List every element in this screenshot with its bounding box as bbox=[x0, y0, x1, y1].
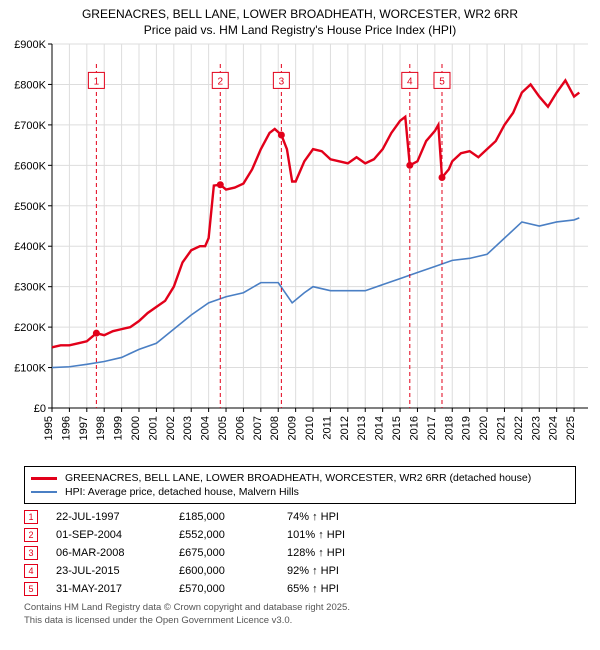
sale-marker: 1 bbox=[24, 510, 38, 524]
sale-pct: 101% ↑ HPI bbox=[287, 529, 397, 541]
legend-label: GREENACRES, BELL LANE, LOWER BROADHEATH,… bbox=[65, 472, 531, 484]
svg-text:2002: 2002 bbox=[165, 416, 177, 440]
sale-pct: 65% ↑ HPI bbox=[287, 583, 397, 595]
sales-table: 1 22-JUL-1997 £185,000 74% ↑ HPI 2 01-SEP-200… bbox=[24, 508, 576, 598]
svg-text:2011: 2011 bbox=[321, 416, 333, 440]
legend: GREENACRES, BELL LANE, LOWER BROADHEATH,… bbox=[24, 466, 576, 504]
legend-swatch bbox=[31, 477, 57, 480]
sale-price: £552,000 bbox=[179, 529, 269, 541]
title-line1: GREENACRES, BELL LANE, LOWER BROADHEATH,… bbox=[10, 6, 590, 22]
svg-text:2000: 2000 bbox=[130, 416, 142, 440]
svg-text:2006: 2006 bbox=[234, 416, 246, 440]
svg-text:£400K: £400K bbox=[14, 242, 46, 254]
svg-text:5: 5 bbox=[439, 77, 445, 88]
svg-text:1999: 1999 bbox=[113, 416, 125, 440]
svg-text:2025: 2025 bbox=[565, 416, 577, 440]
svg-text:2021: 2021 bbox=[495, 416, 507, 440]
sales-row: 2 01-SEP-2004 £552,000 101% ↑ HPI bbox=[24, 526, 576, 544]
svg-text:2001: 2001 bbox=[147, 416, 159, 440]
sale-date: 22-JUL-1997 bbox=[56, 511, 161, 523]
sales-row: 1 22-JUL-1997 £185,000 74% ↑ HPI bbox=[24, 508, 576, 526]
legend-item: HPI: Average price, detached house, Malv… bbox=[31, 485, 569, 499]
legend-item: GREENACRES, BELL LANE, LOWER BROADHEATH,… bbox=[31, 471, 569, 485]
svg-text:3: 3 bbox=[279, 77, 285, 88]
chart-svg: £0 £100K £200K £300K £400K £500K £600K £700K £80… bbox=[0, 40, 600, 460]
sale-pct: 74% ↑ HPI bbox=[287, 511, 397, 523]
svg-text:1997: 1997 bbox=[78, 416, 90, 440]
svg-text:£100K: £100K bbox=[14, 363, 46, 375]
svg-text:2013: 2013 bbox=[356, 416, 368, 440]
sale-date: 01-SEP-2004 bbox=[56, 529, 161, 541]
svg-text:4: 4 bbox=[407, 77, 413, 88]
svg-text:2018: 2018 bbox=[443, 416, 455, 440]
footer-line1: Contains HM Land Registry data © Crown c… bbox=[24, 602, 576, 614]
sale-price: £570,000 bbox=[179, 583, 269, 595]
svg-text:2017: 2017 bbox=[426, 416, 438, 440]
svg-text:2: 2 bbox=[218, 77, 224, 88]
sale-price: £600,000 bbox=[179, 565, 269, 577]
sale-price: £185,000 bbox=[179, 511, 269, 523]
svg-text:£600K: £600K bbox=[14, 161, 46, 173]
footer-attribution: Contains HM Land Registry data © Crown c… bbox=[24, 602, 576, 627]
chart-area: £0 £100K £200K £300K £400K £500K £600K £700K £80… bbox=[0, 40, 600, 460]
svg-text:£300K: £300K bbox=[14, 282, 46, 294]
legend-swatch bbox=[31, 491, 57, 493]
sale-date: 06-MAR-2008 bbox=[56, 547, 161, 559]
svg-text:2022: 2022 bbox=[513, 416, 525, 440]
svg-text:1996: 1996 bbox=[60, 416, 72, 440]
svg-text:£900K: £900K bbox=[14, 40, 46, 51]
svg-text:2019: 2019 bbox=[461, 416, 473, 440]
sale-marker: 4 bbox=[24, 564, 38, 578]
footer-line2: This data is licensed under the Open Gov… bbox=[24, 615, 576, 627]
sale-marker: 3 bbox=[24, 546, 38, 560]
svg-text:£700K: £700K bbox=[14, 120, 46, 132]
sale-price: £675,000 bbox=[179, 547, 269, 559]
sales-row: 5 31-MAY-2017 £570,000 65% ↑ HPI bbox=[24, 580, 576, 598]
sale-pct: 92% ↑ HPI bbox=[287, 565, 397, 577]
sale-marker: 2 bbox=[24, 528, 38, 542]
svg-text:2009: 2009 bbox=[287, 416, 299, 440]
svg-text:2007: 2007 bbox=[252, 416, 264, 440]
svg-text:£500K: £500K bbox=[14, 201, 46, 213]
sale-pct: 128% ↑ HPI bbox=[287, 547, 397, 559]
title-line2: Price paid vs. HM Land Registry's House … bbox=[10, 22, 590, 38]
sale-date: 23-JUL-2015 bbox=[56, 565, 161, 577]
svg-text:2023: 2023 bbox=[530, 416, 542, 440]
svg-text:2014: 2014 bbox=[374, 416, 386, 440]
sale-date: 31-MAY-2017 bbox=[56, 583, 161, 595]
svg-text:£800K: £800K bbox=[14, 80, 46, 92]
svg-text:2020: 2020 bbox=[478, 416, 490, 440]
svg-text:2008: 2008 bbox=[269, 416, 281, 440]
svg-text:2010: 2010 bbox=[304, 416, 316, 440]
sales-row: 3 06-MAR-2008 £675,000 128% ↑ HPI bbox=[24, 544, 576, 562]
svg-text:2024: 2024 bbox=[548, 416, 560, 440]
svg-text:2015: 2015 bbox=[391, 416, 403, 440]
svg-text:£200K: £200K bbox=[14, 322, 46, 334]
svg-text:2012: 2012 bbox=[339, 416, 351, 440]
chart-title: GREENACRES, BELL LANE, LOWER BROADHEATH,… bbox=[0, 0, 600, 40]
svg-text:2005: 2005 bbox=[217, 416, 229, 440]
svg-text:£0: £0 bbox=[34, 403, 46, 415]
svg-text:1995: 1995 bbox=[43, 416, 55, 440]
legend-label: HPI: Average price, detached house, Malv… bbox=[65, 486, 299, 498]
sale-marker: 5 bbox=[24, 582, 38, 596]
svg-text:2003: 2003 bbox=[182, 416, 194, 440]
sales-row: 4 23-JUL-2015 £600,000 92% ↑ HPI bbox=[24, 562, 576, 580]
svg-text:2004: 2004 bbox=[200, 416, 212, 440]
svg-text:1998: 1998 bbox=[95, 416, 107, 440]
svg-text:1: 1 bbox=[94, 77, 100, 88]
svg-text:2016: 2016 bbox=[408, 416, 420, 440]
